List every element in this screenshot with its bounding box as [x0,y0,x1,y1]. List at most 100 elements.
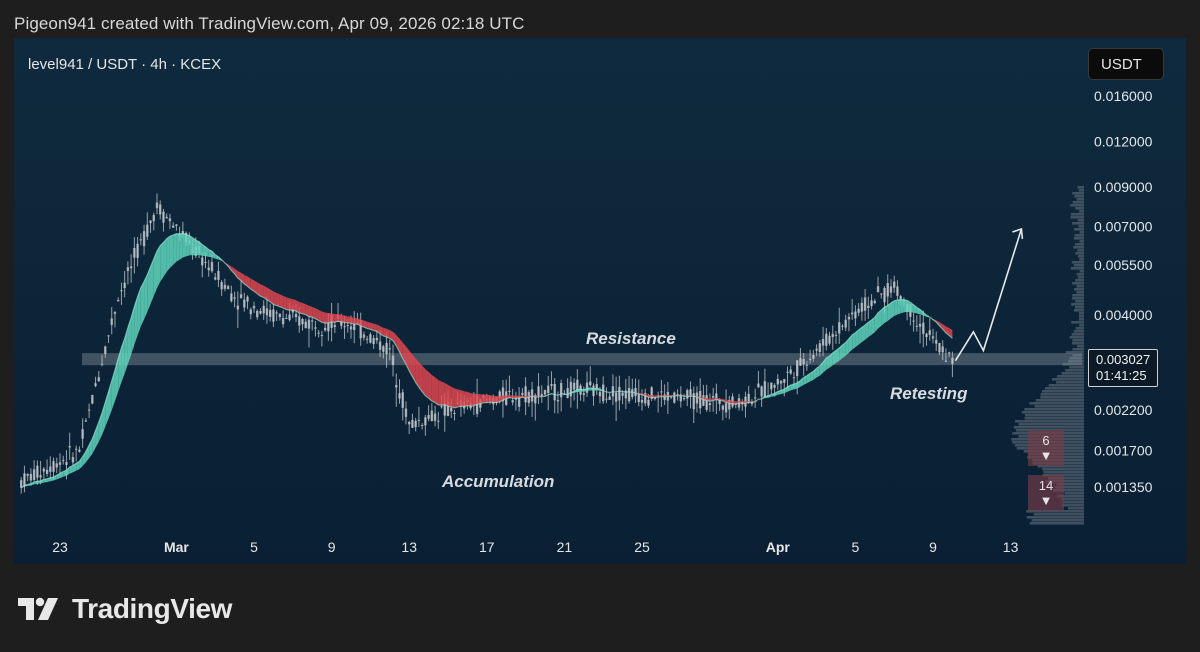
candle-body [621,392,624,396]
ribbon-segment [92,430,96,454]
candle-body [417,419,421,421]
candle-body [821,338,825,346]
candle-body [517,396,521,407]
candle-body [223,284,227,289]
ribbon-segment [153,251,157,296]
ribbon-segment [169,235,174,268]
candle-body [951,357,954,364]
candle-body [181,231,185,235]
ribbon-segment [85,445,90,463]
candle-body [931,336,935,339]
candle-body [834,334,838,336]
candle-body [252,305,256,309]
candle-body [724,403,728,413]
candle-body [873,300,876,304]
ribbon-segment [939,322,943,330]
candle-body [91,395,94,404]
volume-profile-bar [1014,420,1084,423]
candle-countdown: 01:41:25 [1096,368,1147,383]
candle-body [838,322,841,334]
candle-body [511,400,514,403]
candle-body [508,390,511,392]
candle-body [863,297,867,311]
volume-profile-bar [1062,363,1084,366]
candle-body [705,395,708,410]
volume-profile-bar [1077,249,1084,252]
volume-profile-bar [1073,264,1084,267]
ribbon-segment [441,381,445,406]
candle-body [585,382,589,393]
ribbon-segment [360,319,364,328]
ribbon-segment [393,331,397,346]
currency-button[interactable]: USDT [1088,48,1164,80]
ribbon-segment [848,335,853,353]
candle-body [854,311,857,319]
candle-body [708,403,712,406]
candle-body [365,338,369,340]
candle-body [844,319,847,328]
chart-panel[interactable]: Resistance Accumulation Retesting 0.016000 0… [14,38,1186,564]
candle-body [104,346,107,354]
x-tick-label: 9 [328,539,336,555]
volume-profile-bar [1077,186,1084,189]
volume-profile-bar [1065,351,1084,354]
volume-profile-bar [1061,372,1084,375]
volume-profile-bar [1061,498,1084,501]
ribbon-segment [512,395,516,399]
candle-body [718,399,721,405]
candle-body [576,379,579,392]
candle-body [521,392,524,395]
candle-body [682,398,686,400]
candle-body [883,288,886,303]
candle-body [547,385,550,393]
candle-body [589,381,592,386]
volume-profile-bar [1054,486,1084,489]
ribbon-segment [444,382,448,407]
ribbon-segment [861,325,866,343]
ribbon-segment [415,358,419,388]
down-arrow-icon: ▼ [1039,448,1053,463]
tradingview-logo: TradingView [18,593,232,624]
volume-profile-bar [1077,219,1084,222]
x-tick-label: 13 [1003,539,1019,555]
candle-body [133,248,136,258]
volume-profile-bar [1042,468,1084,471]
ribbon-segment [868,320,872,338]
volume-profile-bar [1021,411,1084,414]
price-chart[interactable]: Resistance Accumulation Retesting 0.016000 0… [14,38,1186,564]
candle-body [281,317,285,325]
volume-profile-bar [1045,480,1084,483]
volume-profile-bar [1071,333,1084,336]
candle-body [918,323,922,327]
volume-profile-bar [1026,516,1084,519]
candle-body [126,267,130,271]
ribbon-segment [454,388,458,408]
candle-body [847,316,851,320]
candle-body [860,302,864,312]
candle-body [941,346,944,353]
candle-body [608,396,611,400]
ribbon-segment [140,281,145,327]
candle-body [812,355,815,359]
ribbon-segment [448,385,452,407]
volume-badge[interactable]: 6 ▼ [1028,430,1064,466]
x-tick-label: 17 [479,539,495,555]
ribbon-segment [396,334,400,353]
candle-body [327,322,330,332]
chart-background [14,38,1186,564]
x-tick-label: Apr [766,539,791,555]
candle-body [42,468,46,472]
ribbon-segment [286,297,290,311]
x-tick-label: 5 [852,539,860,555]
volume-badge[interactable]: 14 ▼ [1028,475,1064,511]
x-tick-label: Mar [164,539,189,555]
candle-body [97,377,100,382]
candle-body [171,225,175,228]
candle-body [236,305,240,310]
ribbon-segment [477,393,481,405]
candle-body [398,393,401,399]
volume-profile-bar [1061,504,1084,507]
candle-body [553,384,556,401]
candle-body [498,391,501,399]
ribbon-segment [144,274,148,320]
